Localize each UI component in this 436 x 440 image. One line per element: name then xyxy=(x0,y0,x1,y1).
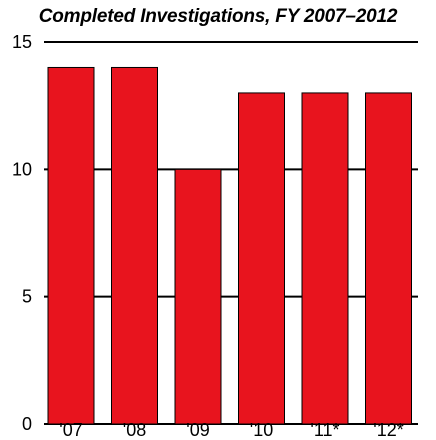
bar-5 xyxy=(365,92,412,425)
y-tick-label-10: 10 xyxy=(12,159,32,179)
bar-0 xyxy=(47,66,95,425)
x-tick-label-0: '07 xyxy=(59,420,82,440)
x-tick-label-5: '12* xyxy=(373,420,403,440)
x-tick-label-4: '11* xyxy=(310,420,339,440)
y-tick-label-15: 15 xyxy=(12,32,32,52)
y-tick-label-5: 5 xyxy=(22,287,32,307)
x-tick-label-2: '09 xyxy=(186,420,209,440)
bar-4 xyxy=(301,92,349,425)
chart-title: Completed Investigations, FY 2007–2012 xyxy=(38,6,398,27)
bar-1 xyxy=(111,66,158,425)
bar-3 xyxy=(238,92,285,425)
y-tick-label-0: 0 xyxy=(22,414,32,434)
x-tick-label-1: '08 xyxy=(123,420,146,440)
x-tick-label-3: '10 xyxy=(250,420,273,440)
bar-2 xyxy=(174,168,222,425)
